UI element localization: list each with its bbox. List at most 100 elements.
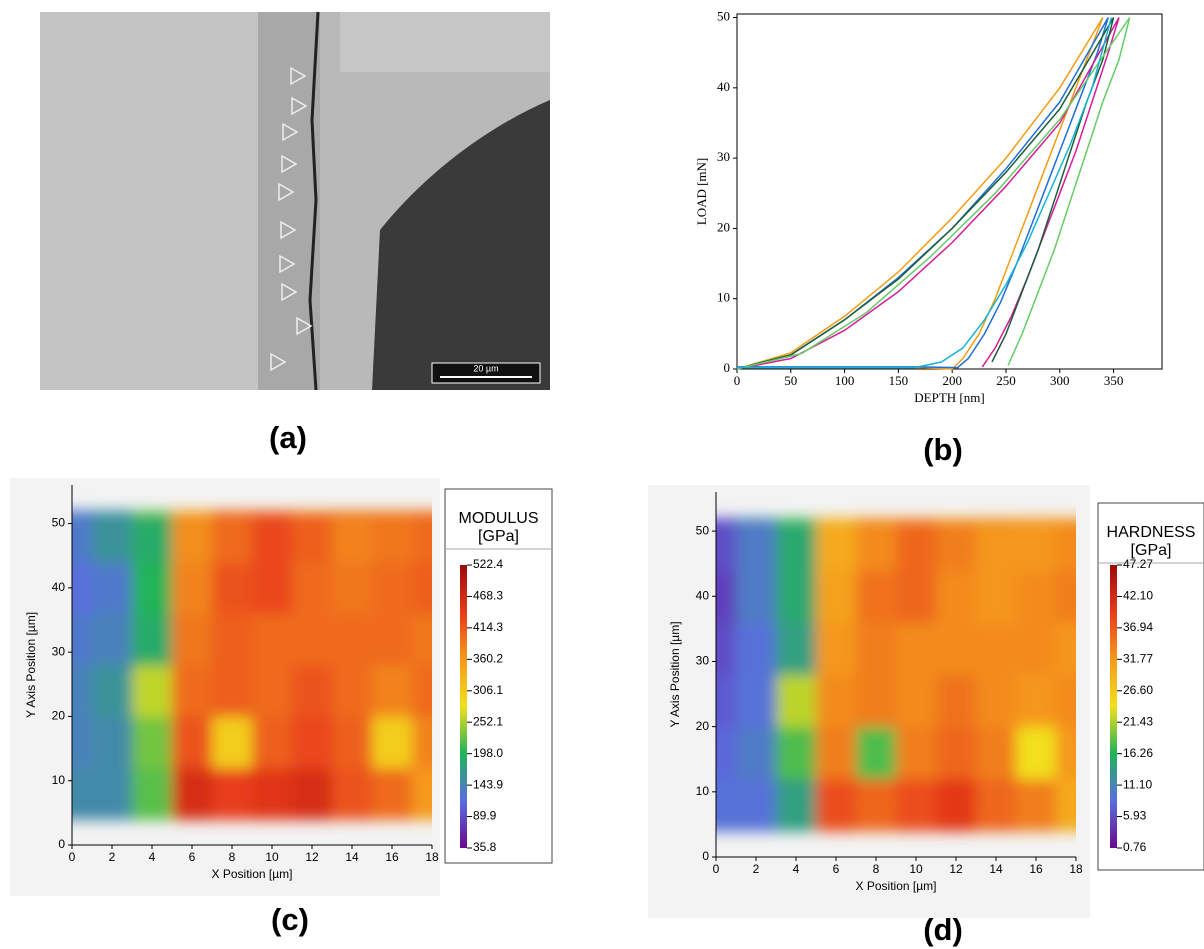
y-tick-label: 50: [696, 523, 710, 537]
y-tick-label: 20: [717, 219, 730, 234]
y-tick-label: 20: [696, 719, 710, 733]
y-tick-label: 40: [52, 580, 66, 594]
x-tick-label: 16: [385, 850, 399, 864]
x-tick-label: 0: [734, 373, 741, 388]
map-cell: [92, 613, 133, 666]
map-cell: [372, 613, 413, 666]
map-cell: [896, 622, 937, 675]
x-tick-label: 350: [1104, 373, 1124, 388]
y-tick-label: 40: [696, 588, 710, 602]
colorbar-tick-label: 26.60: [1123, 683, 1153, 697]
colorbar-tick-label: 35.8: [473, 840, 497, 854]
map-cell: [936, 570, 977, 623]
map-cell: [132, 510, 173, 563]
x-tick-label: 12: [949, 862, 963, 876]
map-cell: [716, 622, 737, 675]
colorbar-tick-label: 468.3: [473, 589, 503, 603]
colorbar-tick-label: 36.94: [1123, 620, 1153, 634]
colorbar-tick-label: 47.27: [1123, 557, 1153, 571]
map-cell: [252, 767, 293, 820]
map-cell: [212, 613, 253, 666]
x-tick-label: 10: [909, 862, 923, 876]
map-cell: [816, 570, 857, 623]
panel-label: (a): [269, 420, 307, 455]
y-tick-label: 0: [58, 837, 65, 851]
map-cell: [1016, 570, 1057, 623]
x-tick-label: 16: [1029, 862, 1043, 876]
map-cell: [776, 570, 817, 623]
colorbar: [460, 565, 467, 848]
map-cell: [212, 562, 253, 615]
map-cell: [1016, 622, 1057, 675]
map-cell: [856, 518, 897, 571]
map-cell: [92, 510, 133, 563]
map-cell: [816, 778, 857, 832]
map-cell: [412, 665, 432, 717]
colorbar-tick-label: 522.4: [473, 557, 503, 571]
colorbar-tick-label: 42.10: [1123, 589, 1153, 603]
map-cell: [1056, 570, 1076, 623]
map-cell: [172, 767, 213, 820]
map-cell: [736, 622, 777, 675]
map-cell: [132, 665, 173, 717]
y-tick-label: 10: [696, 784, 710, 798]
y-tick-label: 30: [696, 654, 710, 668]
colorbar-tick-label: 11.10: [1123, 777, 1152, 791]
colorbar-tick-label: 143.9: [473, 777, 503, 791]
map-cell: [252, 613, 293, 666]
map-cell: [72, 716, 93, 769]
map-cell: [1056, 518, 1076, 523]
map-cell: [292, 716, 333, 769]
colorbar-tick-label: 5.93: [1123, 809, 1147, 823]
y-tick-label: 50: [717, 8, 730, 23]
x-tick-label: 4: [149, 850, 156, 864]
colorbar-tick-label: 306.1: [473, 683, 503, 697]
x-tick-label: 18: [425, 850, 439, 864]
map-cell: [92, 665, 133, 717]
map-cell: [716, 518, 737, 523]
map-cell: [292, 665, 333, 717]
x-tick-label: 200: [942, 373, 962, 388]
map-cell: [936, 622, 977, 675]
map-cell: [776, 726, 817, 780]
map-cell: [172, 510, 213, 563]
colorbar-tick-label: 252.1: [473, 714, 503, 728]
map-cell: [716, 570, 737, 623]
map-cell: [736, 778, 777, 832]
map-cell: [896, 518, 937, 523]
map-cell: [896, 518, 937, 571]
map-cell: [1056, 622, 1076, 675]
map-cell: [92, 510, 133, 516]
y-tick-label: 0: [702, 849, 709, 863]
map: [716, 518, 1076, 832]
map-cell: [412, 716, 432, 769]
y-tick-label: 40: [717, 79, 730, 94]
map-cell: [372, 665, 413, 717]
map-cell: [1016, 518, 1057, 571]
scale-bar-label: 20 µm: [473, 363, 498, 373]
map-cell: [332, 665, 373, 717]
map-cell: [816, 518, 857, 571]
map-cell: [172, 716, 213, 769]
map-cell: [816, 518, 857, 523]
y-axis-label: Y Axis Position [µm]: [668, 621, 682, 727]
map-cell: [816, 622, 857, 675]
map-cell: [976, 570, 1017, 623]
map-cell: [252, 510, 293, 563]
map-cell: [72, 510, 93, 563]
map-cell: [372, 767, 413, 820]
map-cell: [332, 510, 373, 516]
map-cell: [896, 674, 937, 728]
x-tick-label: 300: [1050, 373, 1070, 388]
y-axis-label: LOAD [mN]: [694, 158, 709, 226]
map-cell: [776, 518, 817, 571]
map-cell: [816, 674, 857, 728]
map: [72, 510, 432, 820]
map-cell: [332, 613, 373, 666]
map-cell: [976, 778, 1017, 832]
map-cell: [976, 726, 1017, 780]
map-cell: [856, 518, 897, 523]
colorbar-unit: [GPa]: [478, 528, 519, 545]
map-cell: [132, 767, 173, 820]
map-cell: [172, 613, 213, 666]
